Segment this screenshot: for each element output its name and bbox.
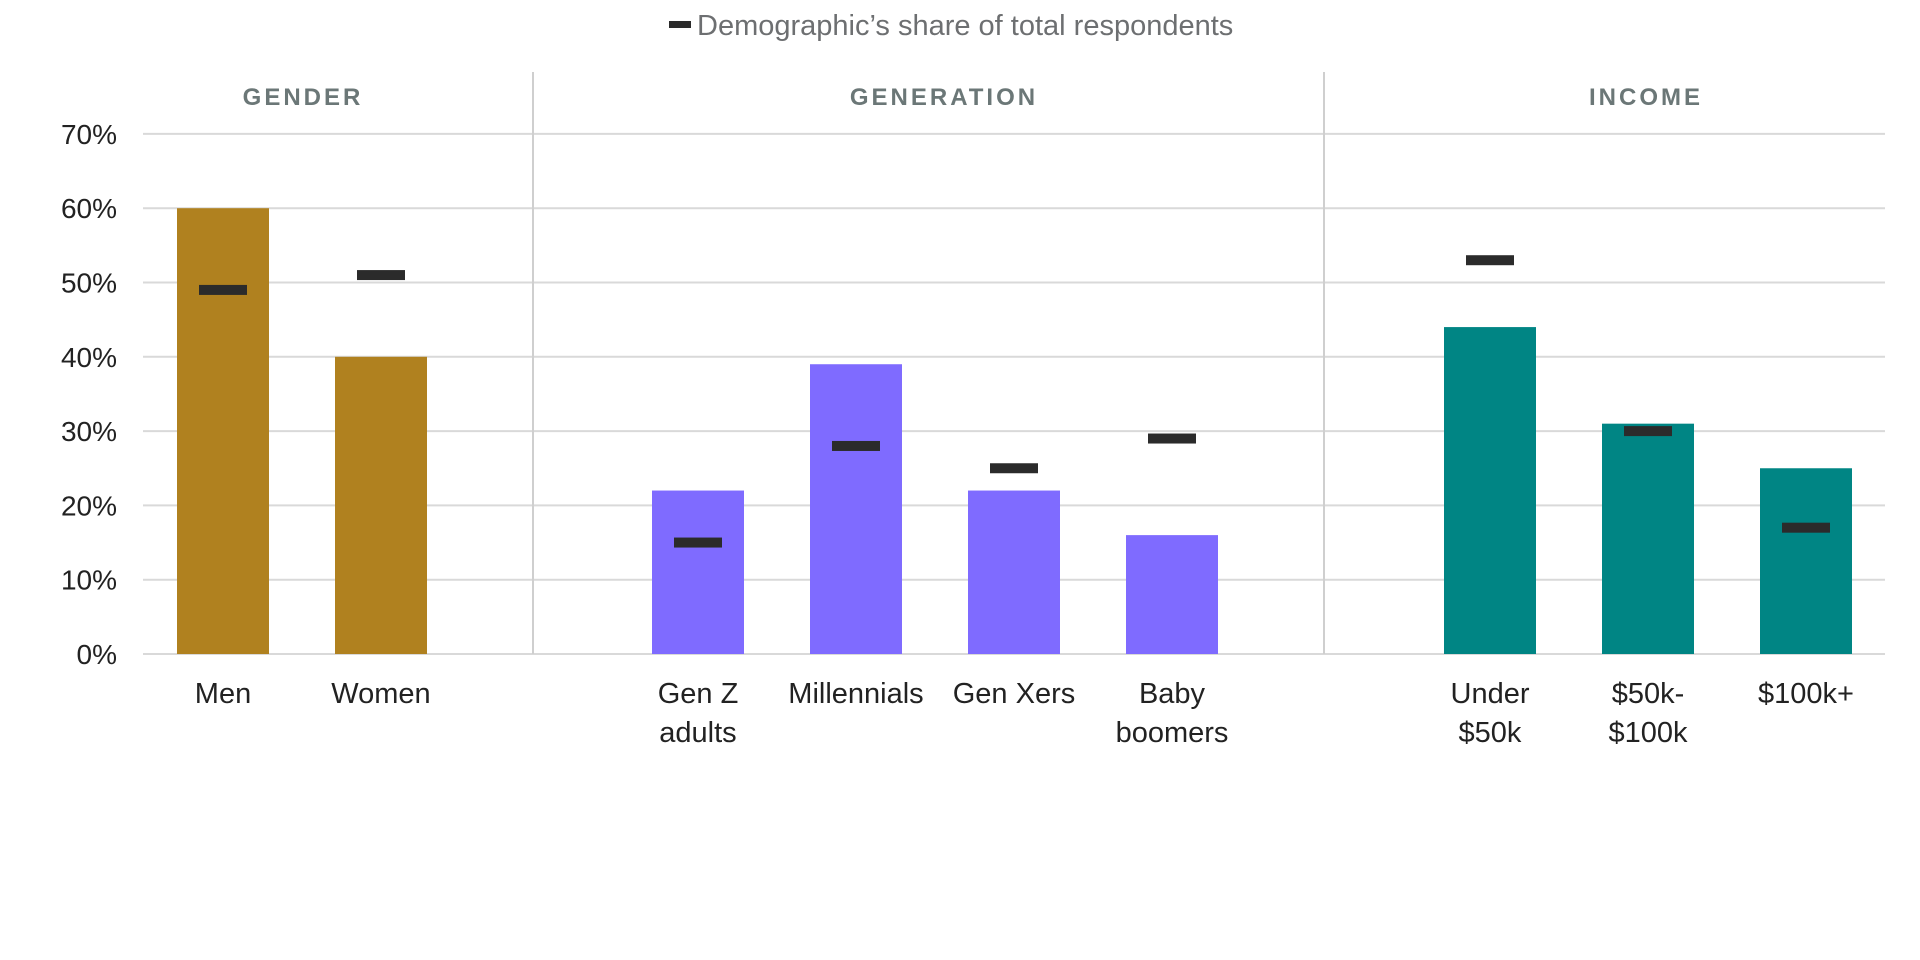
share-marker-under-50k bbox=[1466, 255, 1514, 266]
category-label-men: Men bbox=[195, 678, 251, 710]
category-label-gen-z-adults: Gen Z adults bbox=[658, 678, 739, 749]
group-header-generation: GENERATION bbox=[850, 84, 1038, 111]
category-label-line: Men bbox=[195, 678, 251, 710]
category-label-women: Women bbox=[331, 678, 430, 710]
bar-under-50k bbox=[1444, 327, 1536, 654]
category-label-line: adults bbox=[659, 717, 736, 749]
share-marker-100k bbox=[1782, 522, 1830, 533]
category-label-50k-100k: $50k- $100k bbox=[1608, 678, 1688, 749]
share-marker-baby-boomers bbox=[1148, 433, 1196, 444]
share-marker-gen-xers bbox=[990, 463, 1038, 474]
legend-label: Demographic’s share of total respondents bbox=[697, 10, 1233, 42]
category-label-line: Baby bbox=[1139, 678, 1206, 710]
y-tick-label: 0% bbox=[77, 639, 117, 670]
group-header-gender: GENDER bbox=[243, 84, 364, 111]
share-marker-gen-z-adults bbox=[674, 537, 722, 548]
y-tick-label: 50% bbox=[61, 268, 117, 299]
share-marker-millennials bbox=[832, 440, 880, 451]
group-headers: GENDER GENERATION INCOME bbox=[243, 84, 1703, 111]
category-label-under-50k: Under $50k bbox=[1451, 678, 1530, 749]
category-label-line: $100k+ bbox=[1758, 678, 1854, 710]
share-marker-women bbox=[357, 270, 405, 281]
y-tick-label: 60% bbox=[61, 193, 117, 224]
y-axis-tick-labels: 0% 10% 20% 30% 40% 50% 60% 70% bbox=[61, 119, 117, 670]
bars bbox=[177, 208, 1852, 654]
bar-gen-z-adults bbox=[652, 490, 744, 654]
share-marker-50k-100k bbox=[1624, 426, 1672, 437]
category-label-100k: $100k+ bbox=[1758, 678, 1854, 710]
category-label-line: $50k- bbox=[1612, 678, 1685, 710]
legend: Demographic’s share of total respondents bbox=[669, 10, 1233, 42]
category-label-gen-xers: Gen Xers bbox=[953, 678, 1076, 710]
category-labels: Men Women Gen Z adults Millennials Gen Xers Ba… bbox=[195, 678, 1854, 749]
category-label-line: boomers bbox=[1116, 717, 1229, 749]
bar-100k bbox=[1760, 468, 1852, 654]
group-separators bbox=[532, 72, 1325, 654]
bar-gen-xers bbox=[968, 490, 1060, 654]
y-tick-label: 10% bbox=[61, 565, 117, 596]
bar-men bbox=[177, 208, 269, 654]
legend-marker bbox=[669, 21, 691, 28]
share-markers bbox=[199, 255, 1830, 548]
category-label-baby-boomers: Baby boomers bbox=[1116, 678, 1229, 749]
bar-women bbox=[335, 356, 427, 654]
y-tick-label: 40% bbox=[61, 342, 117, 373]
category-label-line: $100k bbox=[1608, 717, 1688, 749]
bar-millennials bbox=[810, 364, 902, 654]
category-label-line: Millennials bbox=[788, 678, 923, 710]
bar-baby-boomers bbox=[1126, 535, 1218, 654]
share-marker-men bbox=[199, 284, 247, 295]
y-tick-label: 20% bbox=[61, 490, 117, 521]
bar-50k-100k bbox=[1602, 423, 1694, 654]
category-label-line: $50k bbox=[1459, 717, 1522, 749]
category-label-line: Gen Xers bbox=[953, 678, 1076, 710]
y-tick-label: 70% bbox=[61, 119, 117, 150]
category-label-line: Under bbox=[1451, 678, 1530, 710]
category-label-line: Women bbox=[331, 678, 430, 710]
y-tick-label: 30% bbox=[61, 416, 117, 447]
group-header-income: INCOME bbox=[1589, 84, 1703, 111]
category-label-millennials: Millennials bbox=[788, 678, 923, 710]
category-label-line: Gen Z bbox=[658, 678, 739, 710]
